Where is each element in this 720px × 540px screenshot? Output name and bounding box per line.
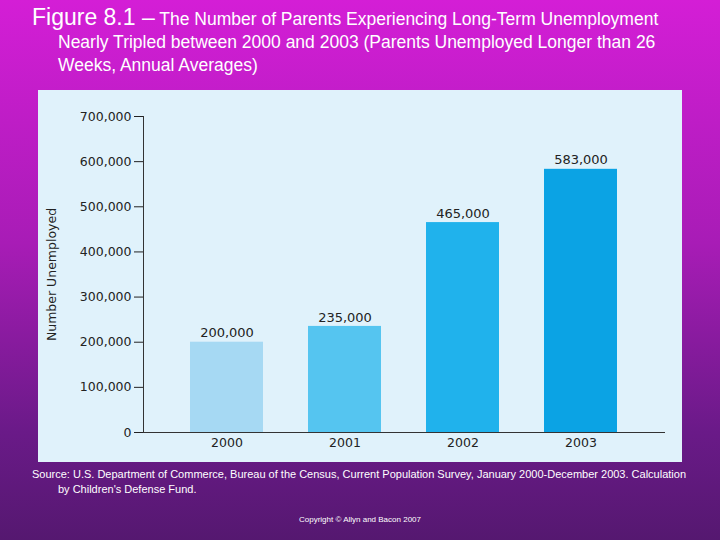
svg-text:200,000: 200,000 [80,334,132,349]
svg-text:500,000: 500,000 [80,199,132,214]
html-text:Figure 8.1 –The Number of Pare: Figure 8.1 –The Number of Parents Experi… [32,4,659,75]
html-text:Source: U.S. Department of Com: Source: U.S. Department of Commerce, Bur… [32,468,686,495]
svg-text:235,000: 235,000 [318,310,372,325]
svg-text:700,000: 700,000 [80,109,132,124]
svg-text:400,000: 400,000 [80,244,132,259]
svg-text:200,000: 200,000 [200,325,254,340]
svg-text:2002: 2002 [447,435,479,450]
svg-text:100,000: 100,000 [80,379,132,394]
svg-text:300,000: 300,000 [80,289,132,304]
svg-text:2001: 2001 [329,435,361,450]
svg-text:0: 0 [124,425,132,440]
html-text:Copyright © Allyn and Bacon 20: Copyright © Allyn and Bacon 2007 [299,515,421,524]
svg-text:Number Unemployed: Number Unemployed [44,208,59,341]
svg-text:583,000: 583,000 [554,152,608,167]
svg-text:465,000: 465,000 [436,206,490,221]
svg-text:2000: 2000 [211,435,243,450]
svg-text:600,000: 600,000 [80,154,132,169]
svg-text:2003: 2003 [565,435,597,450]
